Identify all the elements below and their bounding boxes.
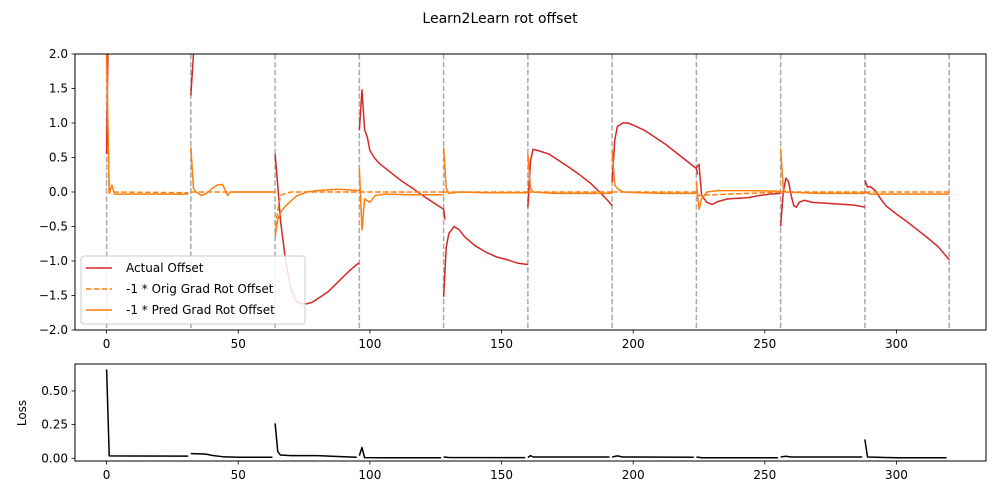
y-tick-label: 1.5: [49, 82, 68, 96]
1-pred-grad-rot-offset-line: [358, 167, 444, 231]
actual-offset-line: [864, 180, 950, 261]
loss-series-line: [611, 455, 694, 458]
x-tick-label: 250: [753, 468, 776, 482]
legend-label-pred-grad: -1 * Pred Grad Rot Offset: [126, 303, 275, 317]
main-plot-lines: [105, 54, 950, 305]
x-tick-label: 100: [358, 468, 381, 482]
loss-plot-lines: [105, 369, 947, 459]
y-tick-label: −0.5: [39, 220, 68, 234]
x-tick-label: 50: [231, 468, 246, 482]
x-tick-label: 0: [103, 468, 111, 482]
main-plot: 0 50 100 150 200 250 300 −2.0 −1.5 −1.0 −0.5 0.0 0.…: [39, 47, 987, 351]
legend-box: [80, 255, 306, 325]
loss-series-line: [864, 439, 947, 459]
loss-plot-x-axis: 0 50 100 150 200 250 300: [103, 461, 908, 482]
x-tick-label: 250: [753, 337, 776, 351]
1-orig-grad-rot-offset-line: [105, 54, 189, 194]
1-pred-grad-rot-offset-line: [527, 153, 613, 195]
actual-offset-line: [611, 122, 699, 182]
1-orig-grad-rot-offset-line: [696, 191, 781, 197]
loss-series-line: [780, 455, 863, 458]
loss-y-axis-label: Loss: [15, 400, 29, 426]
actual-offset-line: [274, 153, 360, 305]
1-pred-grad-rot-offset-line: [611, 150, 697, 195]
x-tick-label: 300: [885, 468, 908, 482]
y-tick-label: −1.5: [39, 289, 68, 303]
x-tick-label: 50: [231, 337, 246, 351]
1-pred-grad-rot-offset-line: [105, 54, 189, 195]
x-tick-label: 200: [622, 337, 645, 351]
y-tick-label: −1.0: [39, 254, 68, 268]
actual-offset-line: [779, 177, 866, 227]
loss-series-line: [274, 423, 357, 458]
loss-series-line: [190, 452, 273, 458]
loss-plot-y-axis: 0.00 0.25 0.50: [41, 384, 75, 465]
x-tick-label: 150: [490, 468, 513, 482]
actual-offset-line: [442, 225, 528, 297]
loss-plot: 0 50 100 150 200 250 300 0.00 0.25 0.50 Loss: [15, 363, 987, 482]
actual-offset-line: [527, 148, 613, 208]
x-tick-label: 100: [358, 337, 381, 351]
loss-series-line: [527, 454, 610, 459]
figure-title: Learn2Learn rot offset: [422, 11, 578, 27]
y-tick-label: 0.50: [41, 384, 68, 398]
x-tick-label: 300: [885, 337, 908, 351]
loss-series-line: [443, 456, 526, 459]
loss-series-line: [358, 446, 441, 459]
y-tick-label: 1.0: [49, 116, 68, 130]
1-pred-grad-rot-offset-line: [190, 147, 276, 197]
actual-offset-line: [190, 54, 195, 96]
y-tick-label: 0.0: [49, 185, 68, 199]
main-plot-y-axis: −2.0 −1.5 −1.0 −0.5 0.0 0.5 1.0 1.5 2.0: [39, 47, 75, 337]
main-plot-x-axis: 0 50 100 150 200 250 300: [103, 330, 908, 351]
loss-plot-frame: [74, 363, 987, 462]
y-tick-label: 0.00: [41, 451, 68, 465]
legend-label-actual-offset: Actual Offset: [126, 261, 204, 275]
x-tick-label: 150: [490, 337, 513, 351]
loss-series-line: [696, 456, 778, 459]
x-tick-label: 200: [622, 468, 645, 482]
y-tick-label: 2.0: [49, 47, 68, 61]
y-tick-label: −2.0: [39, 323, 68, 337]
1-pred-grad-rot-offset-line: [442, 147, 528, 195]
1-orig-grad-rot-offset-line: [274, 191, 360, 227]
1-pred-grad-rot-offset-line: [274, 188, 360, 237]
actual-offset-line: [695, 163, 781, 206]
y-tick-label: 0.5: [49, 151, 68, 165]
actual-offset-line: [358, 89, 446, 220]
loss-series-line: [105, 369, 189, 457]
legend-label-orig-grad: -1 * Orig Grad Rot Offset: [126, 282, 274, 296]
y-tick-label: 0.25: [41, 418, 68, 432]
1-pred-grad-rot-offset-line: [864, 191, 950, 195]
1-pred-grad-rot-offset-line: [695, 181, 781, 210]
legend: Actual Offset -1 * Orig Grad Rot Offset …: [80, 255, 306, 325]
x-tick-label: 0: [103, 337, 111, 351]
1-pred-grad-rot-offset-line: [779, 148, 865, 195]
